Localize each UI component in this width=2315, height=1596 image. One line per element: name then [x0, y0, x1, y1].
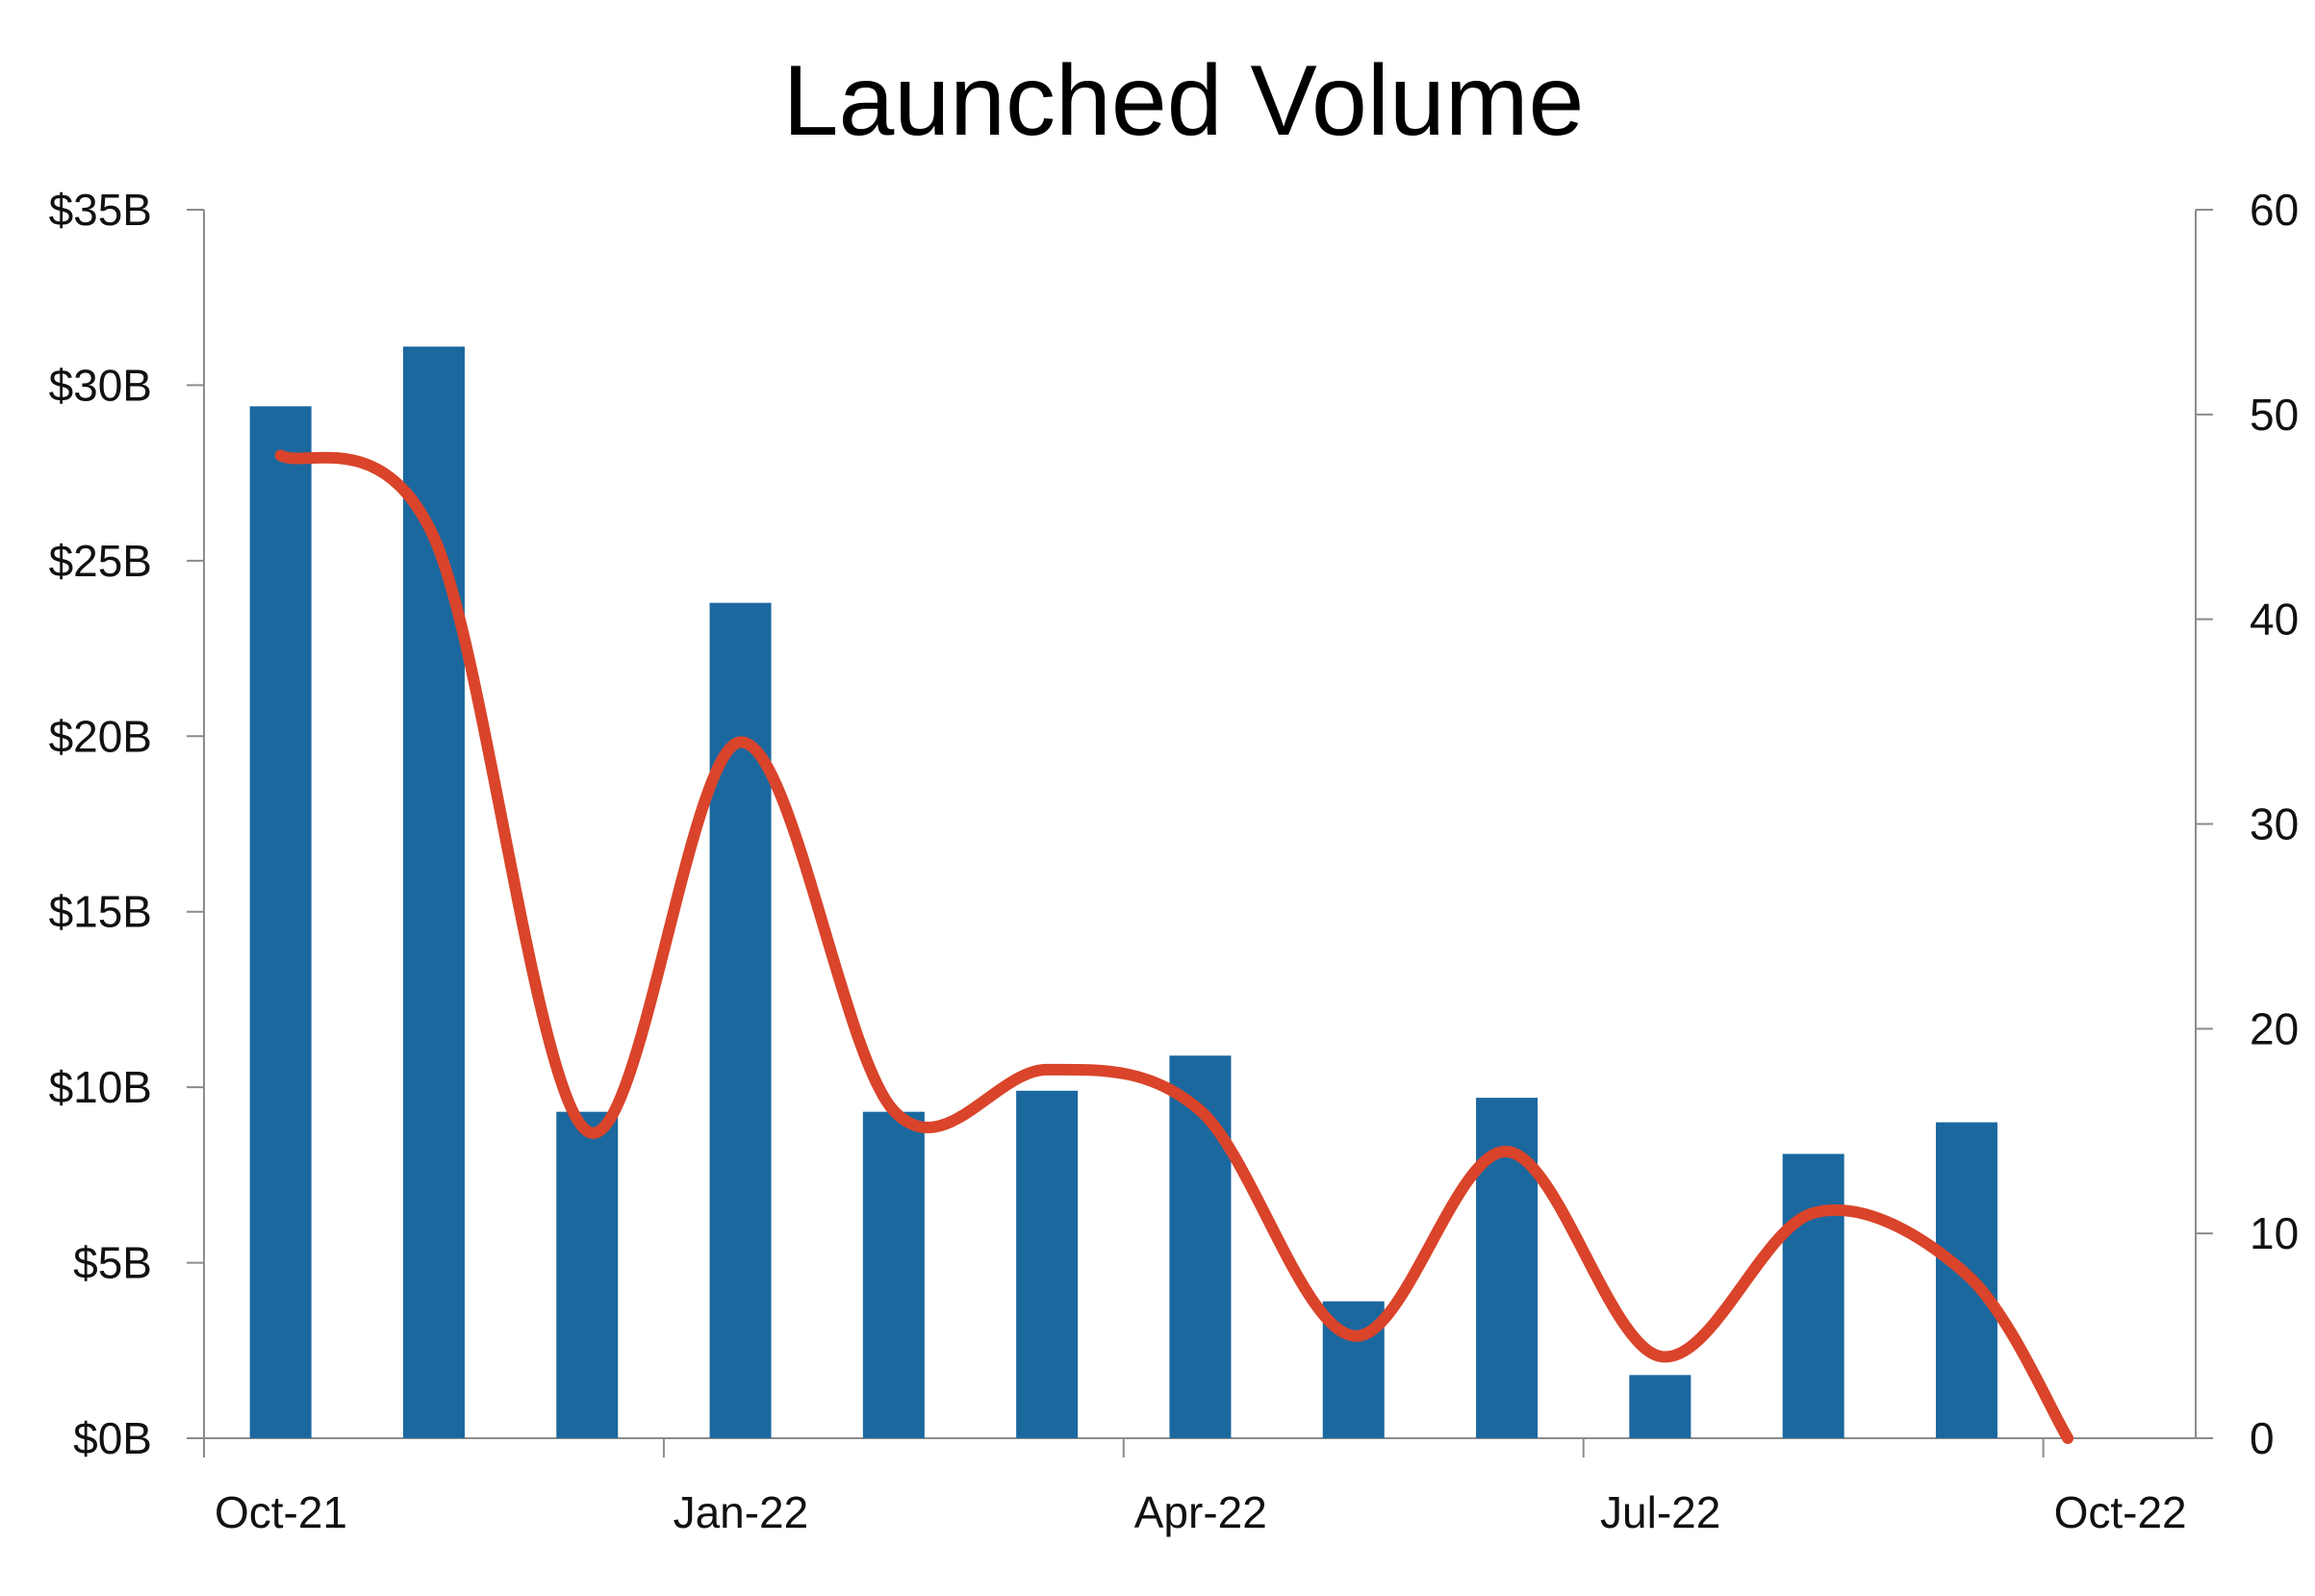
- right-tick-label: 60: [2250, 185, 2299, 235]
- right-tick-label: 40: [2250, 595, 2299, 645]
- left-tick-label: $15B: [49, 887, 152, 937]
- line-point: [1966, 1274, 1967, 1275]
- bar: [402, 346, 465, 1438]
- left-tick-label: $5B: [73, 1238, 152, 1288]
- line-point: [1047, 1069, 1048, 1070]
- right-tick-label: 30: [2250, 799, 2299, 849]
- bar-series: [249, 346, 1997, 1438]
- line-point: [587, 1130, 588, 1131]
- bar: [709, 602, 772, 1438]
- x-tick-label: Oct-22: [2054, 1487, 2187, 1537]
- bar: [1782, 1153, 1844, 1438]
- left-tick-label: $0B: [73, 1413, 152, 1463]
- line-point: [2068, 1438, 2069, 1439]
- line-point: [1353, 1335, 1354, 1336]
- bar: [1016, 1090, 1079, 1438]
- line-series: [274, 449, 2074, 1444]
- bar: [1629, 1375, 1692, 1438]
- left-tick-label: $35B: [49, 185, 152, 235]
- x-tick-label: Jan-22: [674, 1487, 809, 1537]
- right-y-axis: 0 10 20 30 40 50 60: [2195, 185, 2299, 1463]
- line-point: [1660, 1355, 1661, 1356]
- line-point: [280, 455, 281, 456]
- left-tick-label: $25B: [49, 536, 152, 586]
- left-tick-label: $10B: [49, 1062, 152, 1112]
- right-tick-label: 20: [2250, 1003, 2299, 1053]
- chart-title: Launched Volume: [783, 45, 1585, 157]
- x-axis: Oct-21 Jan-22 Apr-22 Jul-22 Oct-22: [203, 1437, 2196, 1537]
- line-point: [1200, 1110, 1201, 1111]
- bar: [249, 406, 312, 1438]
- bar: [1169, 1055, 1232, 1438]
- right-tick-label: 50: [2250, 390, 2299, 440]
- right-tick-label: 0: [2250, 1413, 2275, 1463]
- left-tick-label: $30B: [49, 360, 152, 410]
- x-tick-label: Apr-22: [1134, 1487, 1267, 1537]
- line-point: [740, 742, 741, 743]
- bar: [862, 1111, 925, 1438]
- right-tick-label: 10: [2250, 1208, 2299, 1258]
- left-y-axis: $0B $5B $10B $15B $20B $25B $30B $35B: [49, 185, 205, 1463]
- line-point: [893, 1110, 894, 1111]
- bar: [556, 1111, 619, 1438]
- line-point: [433, 537, 434, 538]
- x-tick-label: Oct-21: [215, 1487, 347, 1537]
- line-point: [1813, 1212, 1814, 1213]
- line-point: [1507, 1152, 1508, 1153]
- x-tick-label: Jul-22: [1600, 1487, 1720, 1537]
- left-tick-label: $20B: [49, 711, 152, 761]
- line-series-path: [274, 449, 2074, 1444]
